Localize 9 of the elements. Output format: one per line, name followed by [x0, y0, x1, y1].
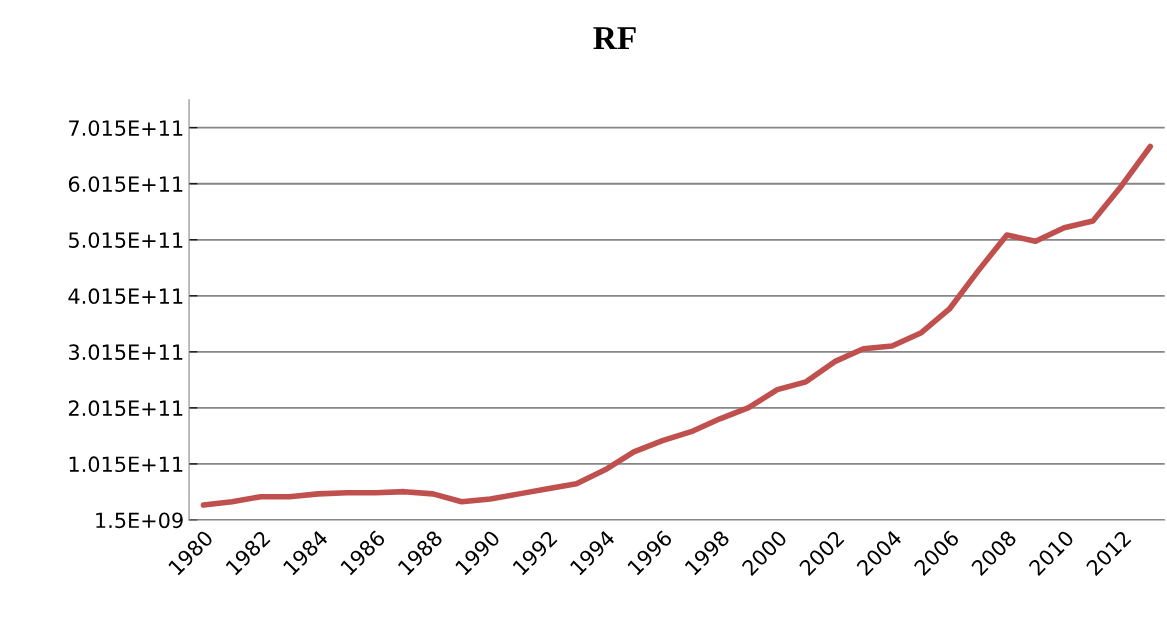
- y-tick-label: 3.015E+11: [69, 344, 183, 361]
- y-tick-label: 6.015E+11: [68, 176, 183, 192]
- y-tick-label: 7.015E+11: [69, 120, 183, 136]
- y-tick-label: 2.015E+11: [68, 400, 183, 417]
- chart-title: RF: [593, 27, 636, 50]
- y-tick-label: 4.015E+11: [68, 288, 183, 305]
- y-tick-label: 1.5E+09: [96, 512, 183, 529]
- y-tick-label: 1.015E+11: [69, 456, 183, 473]
- y-tick-label: 5.015E+11: [69, 232, 183, 248]
